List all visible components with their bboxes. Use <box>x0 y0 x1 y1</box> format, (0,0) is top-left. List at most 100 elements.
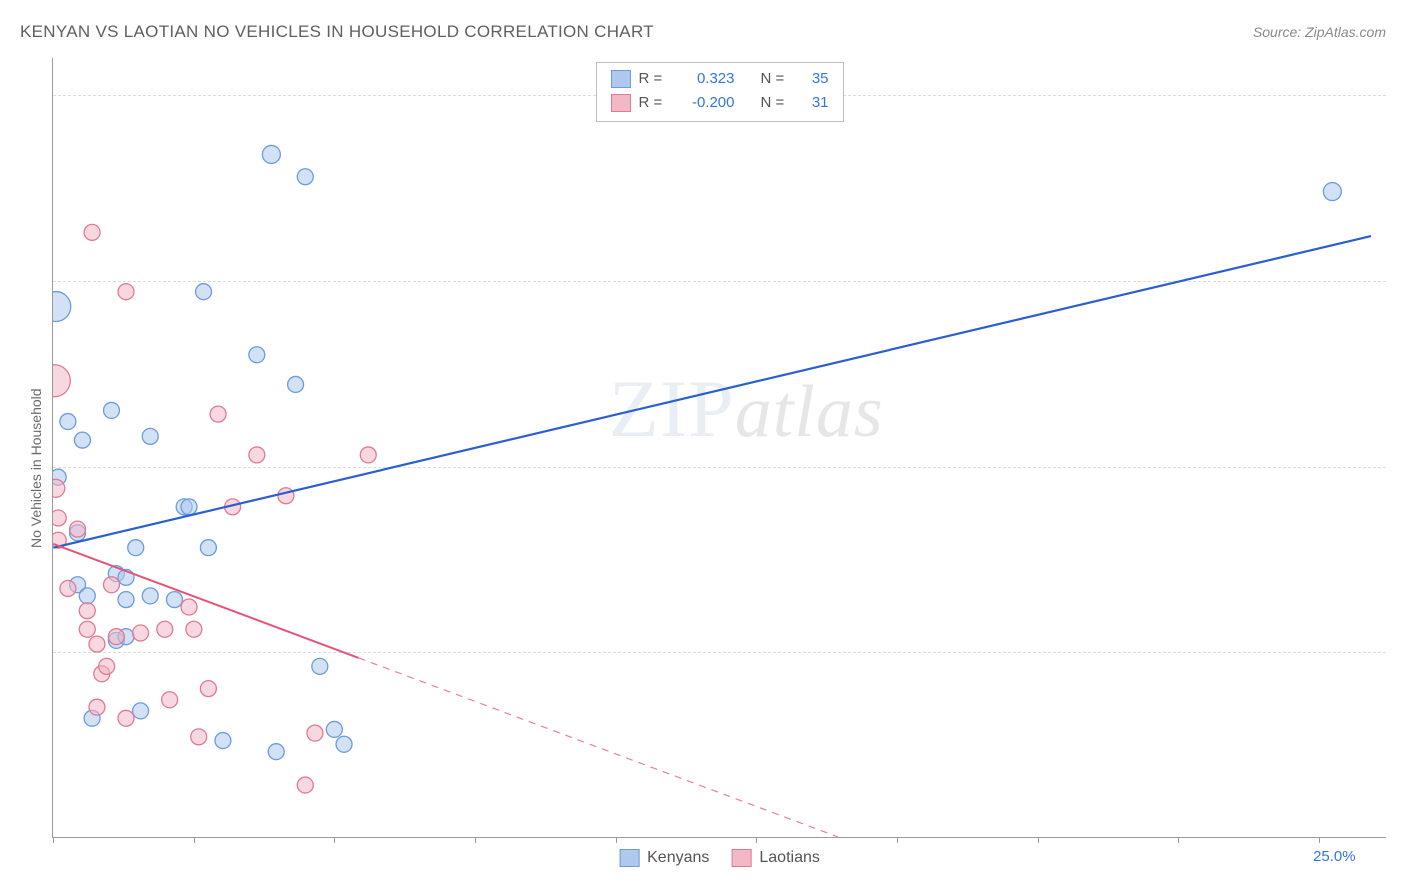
legend-series-item: Laotians <box>731 849 820 867</box>
data-point <box>118 629 134 645</box>
trend-line-dashed <box>359 658 839 837</box>
legend-r-label: R = <box>639 67 671 91</box>
data-point <box>326 721 342 737</box>
gridline-h <box>53 652 1386 653</box>
data-point <box>176 499 192 515</box>
gridline-h <box>53 467 1386 468</box>
legend-r-value: -0.200 <box>679 91 735 115</box>
legend-n-value: 35 <box>801 67 829 91</box>
data-point <box>94 666 110 682</box>
data-point <box>225 499 241 515</box>
gridline-h <box>53 281 1386 282</box>
data-point <box>53 510 66 526</box>
watermark: ZIPatlas <box>609 362 884 456</box>
legend-n-label: N = <box>761 91 793 115</box>
x-tick-label: 25.0% <box>1313 848 1356 865</box>
data-point <box>191 729 207 745</box>
legend-swatch <box>619 849 639 867</box>
legend-swatch <box>611 94 631 112</box>
data-point <box>53 292 71 322</box>
data-point <box>79 621 95 637</box>
x-tick <box>53 837 54 843</box>
data-point <box>118 569 134 585</box>
legend-correlation-row: R = 0.323 N = 35 <box>611 67 829 91</box>
data-point <box>70 525 86 541</box>
data-point <box>79 588 95 604</box>
trend-line-solid <box>53 236 1371 548</box>
data-point <box>118 710 134 726</box>
data-point <box>249 347 265 363</box>
data-point <box>200 681 216 697</box>
data-point <box>312 658 328 674</box>
data-point <box>142 588 158 604</box>
data-point <box>99 658 115 674</box>
data-point <box>162 692 178 708</box>
data-point <box>297 777 313 793</box>
x-tick <box>1178 837 1179 843</box>
y-axis-label: No Vehicles in Household <box>28 388 44 548</box>
legend-correlation-row: R = -0.200N = 31 <box>611 91 829 115</box>
data-point <box>118 284 134 300</box>
data-point <box>74 432 90 448</box>
data-point <box>89 699 105 715</box>
x-tick <box>897 837 898 843</box>
x-tick <box>1038 837 1039 843</box>
data-point <box>157 621 173 637</box>
watermark-atlas: atlas <box>735 371 884 453</box>
data-point <box>53 365 70 397</box>
data-point <box>215 733 231 749</box>
data-point <box>249 447 265 463</box>
data-point <box>53 479 65 497</box>
data-point <box>196 284 212 300</box>
legend-series-item: Kenyans <box>619 849 709 867</box>
data-point <box>79 603 95 619</box>
data-point <box>70 577 86 593</box>
data-point <box>288 376 304 392</box>
data-point <box>128 540 144 556</box>
legend-series: Kenyans Laotians <box>619 849 820 867</box>
x-tick <box>334 837 335 843</box>
data-point <box>60 580 76 596</box>
source-name: ZipAtlas.com <box>1305 24 1386 40</box>
data-point <box>166 592 182 608</box>
trend-line-solid <box>53 544 358 658</box>
legend-series-label: Kenyans <box>647 849 709 867</box>
legend-correlation: R = 0.323N = 35R = -0.200N = 31 <box>596 62 844 122</box>
legend-r-value: 0.323 <box>679 67 735 91</box>
data-point <box>84 710 100 726</box>
data-point <box>297 169 313 185</box>
legend-r-label: R = <box>639 91 671 115</box>
data-point <box>181 599 197 615</box>
x-tick <box>194 837 195 843</box>
x-tick <box>1319 837 1320 843</box>
legend-swatch <box>731 849 751 867</box>
chart-title: KENYAN VS LAOTIAN NO VEHICLES IN HOUSEHO… <box>20 22 654 42</box>
chart-container: No Vehicles in Household ZIPatlas R = 0.… <box>20 58 1386 872</box>
data-point <box>89 636 105 652</box>
data-point <box>53 469 66 485</box>
data-point <box>104 402 120 418</box>
legend-swatch <box>611 70 631 88</box>
data-point <box>133 703 149 719</box>
source-prefix: Source: <box>1253 24 1305 40</box>
data-point <box>108 629 124 645</box>
data-point <box>108 632 124 648</box>
x-tick <box>475 837 476 843</box>
data-point <box>210 406 226 422</box>
plot-area: ZIPatlas R = 0.323N = 35R = -0.200N = 31… <box>52 58 1386 838</box>
data-point <box>262 145 280 163</box>
source-attribution: Source: ZipAtlas.com <box>1253 24 1386 40</box>
x-tick <box>756 837 757 843</box>
data-point <box>360 447 376 463</box>
chart-svg <box>53 58 1386 837</box>
legend-n-label: N = <box>761 67 793 91</box>
data-point <box>118 592 134 608</box>
data-point <box>108 566 124 582</box>
x-tick <box>616 837 617 843</box>
data-point <box>142 428 158 444</box>
data-point <box>104 577 120 593</box>
header-row: KENYAN VS LAOTIAN NO VEHICLES IN HOUSEHO… <box>20 22 1386 42</box>
data-point <box>1323 183 1341 201</box>
watermark-zip: ZIP <box>609 363 735 454</box>
data-point <box>336 736 352 752</box>
